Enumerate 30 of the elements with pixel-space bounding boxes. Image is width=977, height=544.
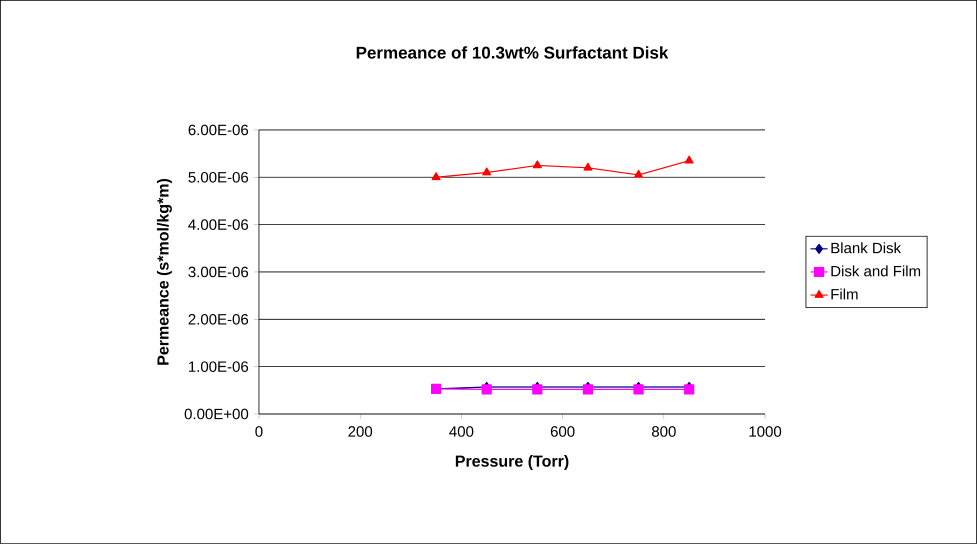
x-axis-title: Pressure (Torr) [456,455,568,470]
point [633,384,644,395]
point [583,162,592,171]
x-tick-label: 0 [255,426,263,437]
point [532,384,542,395]
y-tick-label: 6.00E-06 [188,124,248,136]
point [482,384,492,395]
y-tick-label: 3.00E-06 [188,266,248,278]
point [482,167,492,176]
point [684,384,694,395]
y-tick-label: 1.00E-06 [189,361,248,372]
y-tick-label: 2.00E-06 [188,314,248,325]
y-tick-label: 5.00E-06 [188,172,248,183]
chart-title: Permeance of 10.3wt% Surfactant Disk [356,46,668,59]
x-tick-label: 1000 [750,426,782,437]
legend-label: Blank Disk [831,242,902,254]
legend-label: Film [831,288,858,300]
point [532,160,542,168]
point [634,170,644,178]
y-tick-label: 0.00E+00 [184,408,248,420]
x-tick-label: 800 [652,426,676,437]
x-tick-label: 400 [449,426,474,437]
point [432,172,441,180]
x-tick-label: 600 [550,426,575,437]
point [582,384,594,395]
y-axis-title: Permeance (s*mol/kg*m) [156,178,172,365]
x-tick-label: 200 [348,426,372,437]
point [684,156,694,164]
y-tick-label: 4.00E-06 [188,219,248,230]
legend-label: Disk and Film [831,265,920,276]
